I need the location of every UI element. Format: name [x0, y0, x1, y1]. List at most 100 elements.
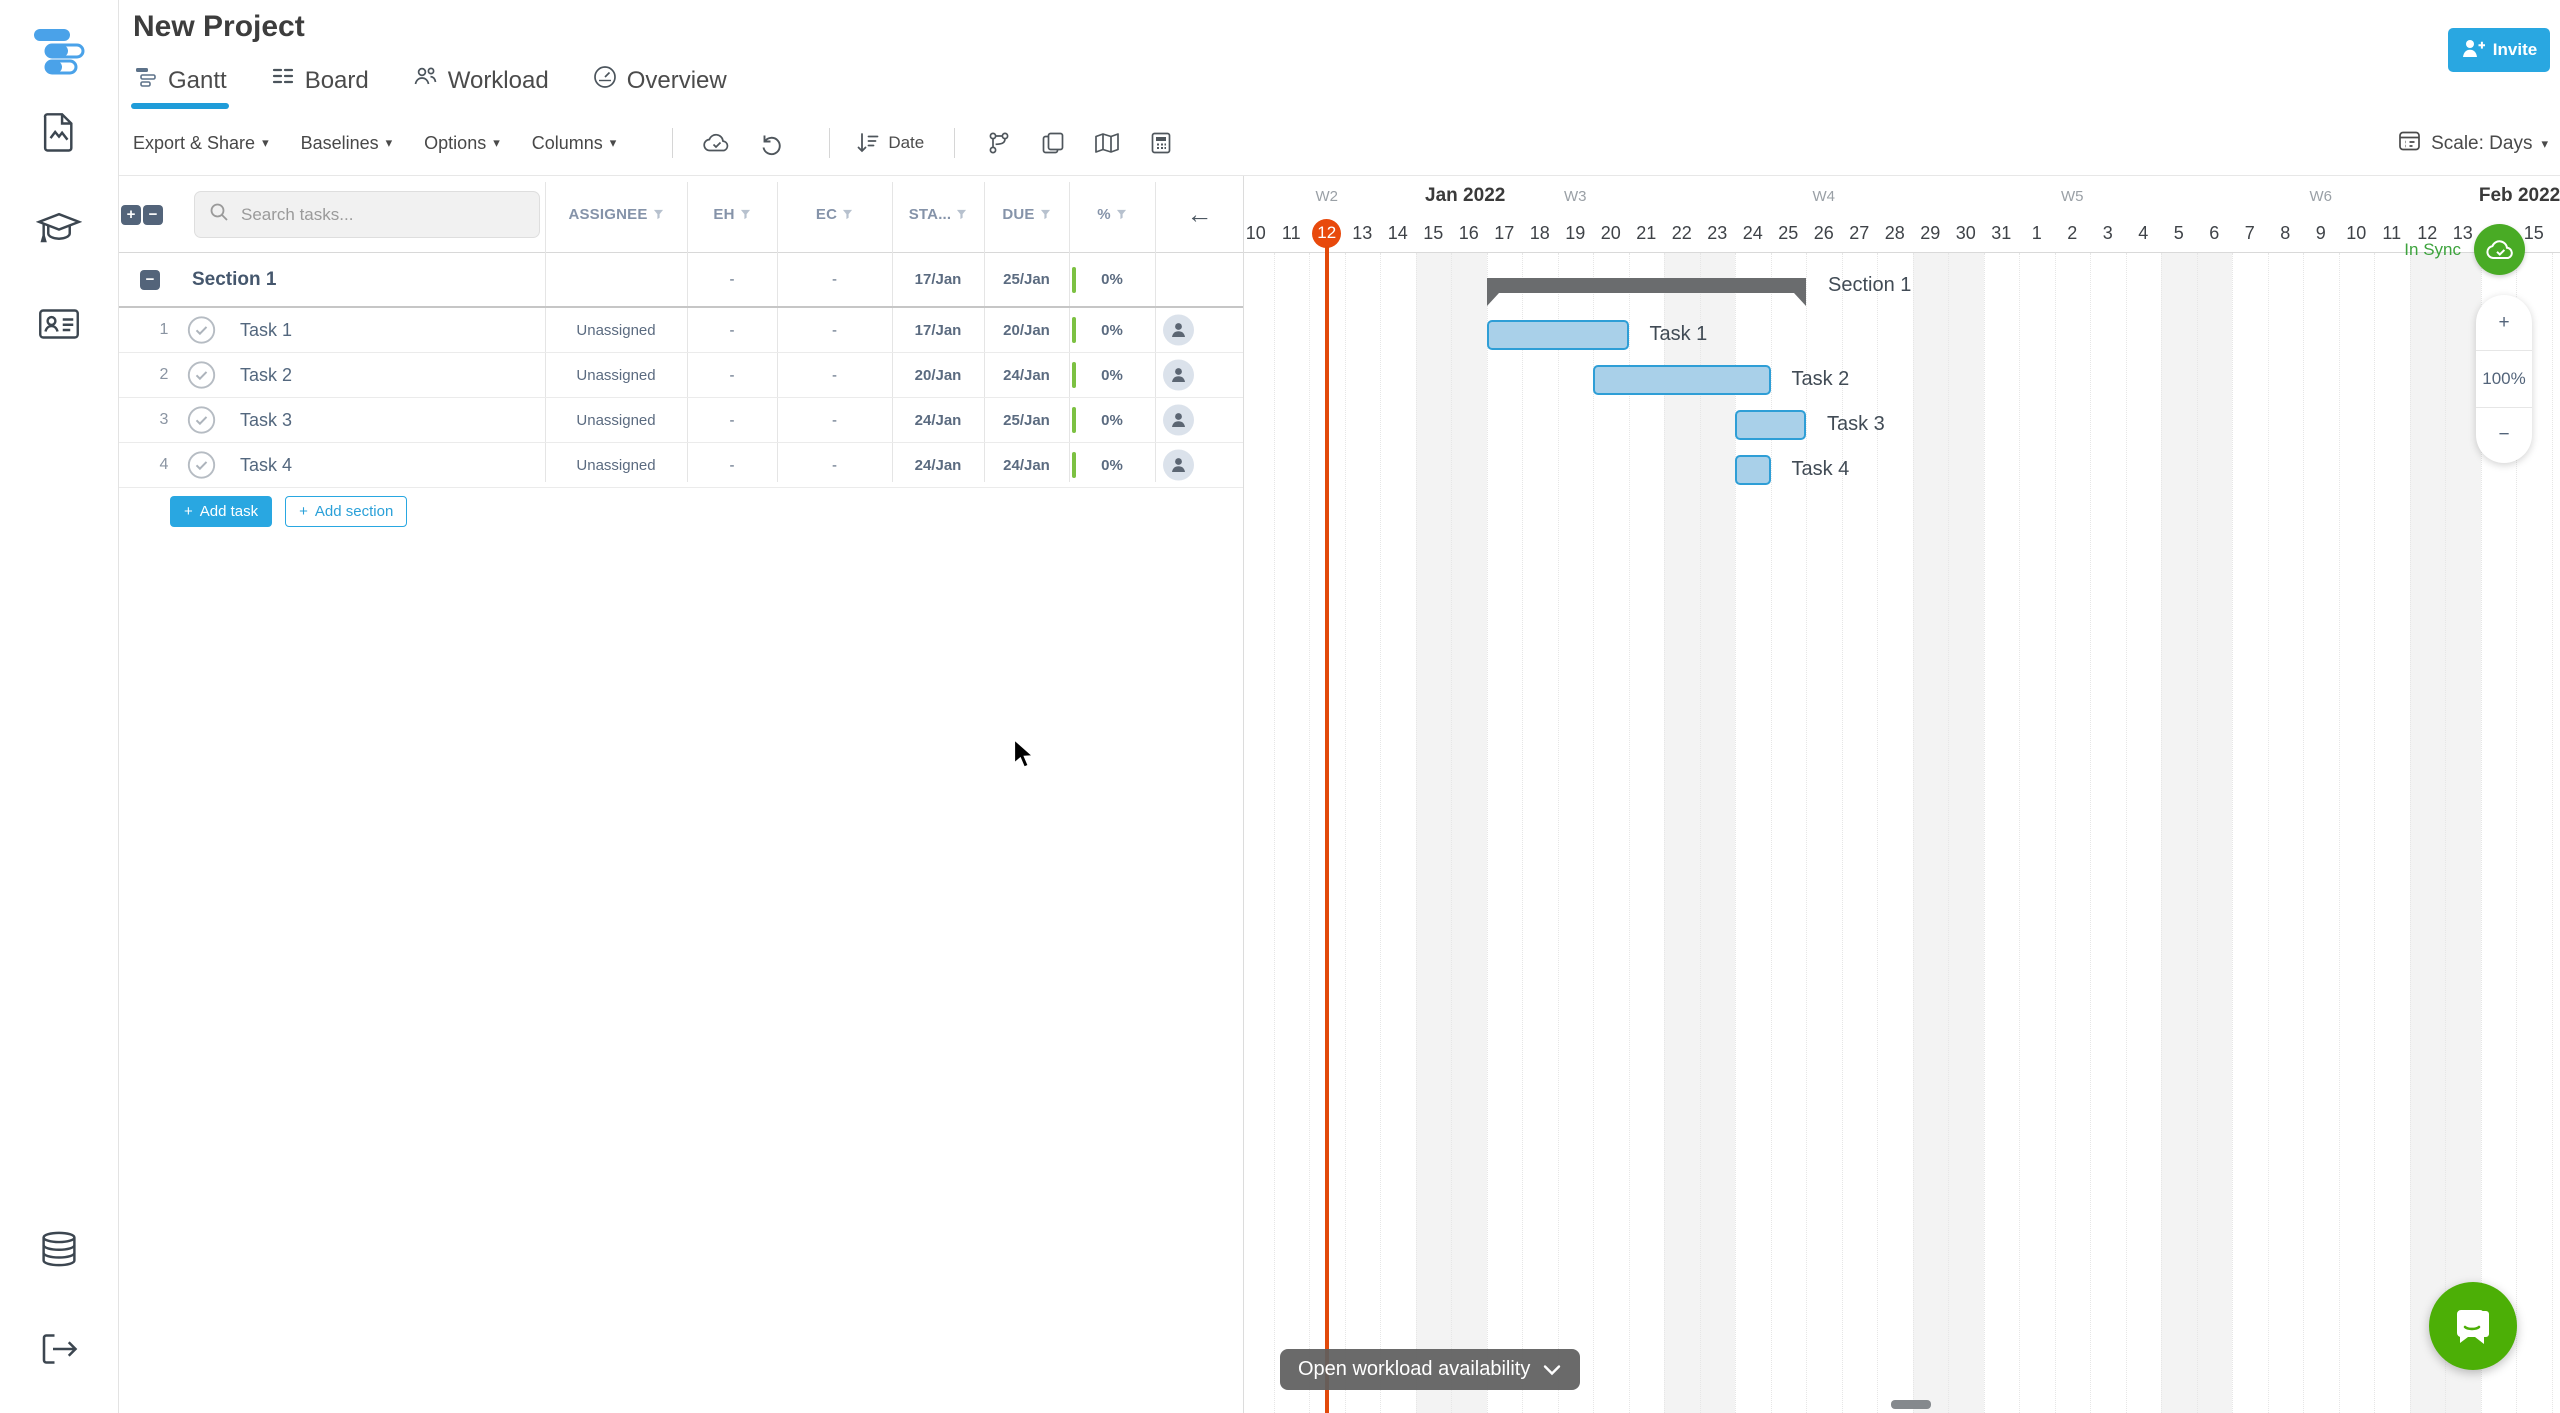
- task-due-date[interactable]: 24/Jan: [1003, 366, 1050, 384]
- undo-button[interactable]: [751, 125, 791, 161]
- task-eh[interactable]: -: [729, 321, 735, 339]
- day-label: 5: [2173, 222, 2184, 243]
- add-buttons: + Add task + Add section: [170, 496, 408, 527]
- horizontal-scrollbar-thumb[interactable]: [1891, 1400, 1931, 1409]
- task-ec[interactable]: -: [832, 411, 837, 429]
- task-name[interactable]: Task 1: [240, 319, 293, 340]
- assignee-avatar[interactable]: [1163, 404, 1194, 436]
- task-bar[interactable]: [1735, 410, 1806, 440]
- task-eh[interactable]: -: [729, 366, 735, 384]
- collapse-all-button[interactable]: −: [143, 205, 163, 225]
- column-header[interactable]: STA...: [892, 176, 984, 253]
- complete-task-icon[interactable]: [187, 361, 216, 390]
- day-gridline: [1877, 253, 1878, 1413]
- task-due-date[interactable]: 20/Jan: [1003, 321, 1050, 339]
- task-bar[interactable]: [1593, 365, 1771, 395]
- app-logo[interactable]: [32, 24, 86, 83]
- assignee-avatar[interactable]: [1163, 449, 1194, 481]
- zoom-level[interactable]: 100%: [2476, 350, 2532, 406]
- sort-by-date-button[interactable]: Date: [854, 130, 924, 156]
- day-label: 12: [2417, 222, 2438, 243]
- cloud-save-button[interactable]: [697, 125, 737, 161]
- database-icon[interactable]: [39, 1230, 79, 1273]
- task-bar[interactable]: [1735, 455, 1771, 485]
- add-task-button[interactable]: + Add task: [170, 496, 273, 527]
- task-name[interactable]: Task 2: [240, 364, 293, 385]
- logout-icon[interactable]: [38, 1330, 80, 1373]
- task-bar-label: Task 2: [1791, 368, 1850, 390]
- tab-overview[interactable]: Overview: [592, 64, 727, 107]
- task-assignee[interactable]: Unassigned: [576, 411, 656, 429]
- menu-export-share[interactable]: Export & Share ▾: [133, 133, 269, 154]
- assignee-avatar[interactable]: [1163, 359, 1194, 391]
- tab-workload[interactable]: Workload: [412, 64, 549, 107]
- contact-card-icon[interactable]: [38, 306, 80, 347]
- task-start-date[interactable]: 24/Jan: [914, 411, 962, 429]
- column-header[interactable]: ASSIGNEE: [545, 176, 687, 253]
- section-name[interactable]: Section 1: [192, 269, 277, 290]
- task-start-date[interactable]: 20/Jan: [914, 366, 962, 384]
- copy-button[interactable]: [1033, 125, 1073, 161]
- collapse-table-arrow[interactable]: ←: [1186, 199, 1213, 229]
- column-header[interactable]: %: [1069, 176, 1155, 253]
- section-row[interactable]: − Section 1 - - 17/Jan 25/Jan 0%: [119, 253, 1243, 308]
- task-assignee[interactable]: Unassigned: [576, 456, 656, 474]
- critical-path-button[interactable]: [979, 125, 1019, 161]
- task-name[interactable]: Task 3: [240, 409, 293, 430]
- task-assignee[interactable]: Unassigned: [576, 366, 656, 384]
- invite-button[interactable]: Invite: [2448, 28, 2550, 72]
- menu-options[interactable]: Options ▾: [424, 133, 500, 154]
- task-row[interactable]: 3 Task 3 Unassigned - - 24/Jan 25/Jan 0%: [119, 398, 1243, 443]
- scale-selector[interactable]: Scale: Days ▾: [2397, 128, 2548, 159]
- task-bar[interactable]: [1486, 320, 1629, 350]
- task-row[interactable]: 1 Task 1 Unassigned - - 17/Jan 20/Jan 0%: [119, 308, 1243, 353]
- task-progress[interactable]: 0%: [1101, 411, 1123, 429]
- search-input[interactable]: [239, 203, 525, 226]
- column-header[interactable]: DUE: [984, 176, 1069, 253]
- education-icon[interactable]: [35, 208, 83, 253]
- report-document-icon[interactable]: [40, 112, 78, 157]
- complete-task-icon[interactable]: [187, 406, 216, 435]
- chat-widget-button[interactable]: [2429, 1282, 2517, 1370]
- expand-all-button[interactable]: +: [121, 205, 141, 225]
- zoom-out-button[interactable]: −: [2476, 406, 2532, 463]
- task-ec[interactable]: -: [832, 321, 837, 339]
- task-start-date[interactable]: 17/Jan: [914, 321, 962, 339]
- sync-cloud-button[interactable]: [2474, 224, 2525, 275]
- open-workload-button[interactable]: Open workload availability: [1280, 1349, 1581, 1390]
- task-eh[interactable]: -: [729, 456, 735, 474]
- task-eh[interactable]: -: [729, 411, 735, 429]
- complete-task-icon[interactable]: [187, 451, 216, 480]
- add-section-button[interactable]: + Add section: [285, 496, 408, 527]
- tab-label: Workload: [447, 66, 549, 94]
- task-ec[interactable]: -: [832, 456, 837, 474]
- section-summary-bar[interactable]: [1486, 278, 1806, 306]
- day-gridline: [1628, 253, 1630, 1413]
- task-due-date[interactable]: 25/Jan: [1003, 411, 1050, 429]
- zoom-in-button[interactable]: +: [2498, 311, 2510, 333]
- menu-baselines[interactable]: Baselines ▾: [301, 133, 393, 154]
- tab-board[interactable]: Board: [270, 64, 369, 107]
- section-collapse-button[interactable]: −: [140, 270, 160, 290]
- column-header[interactable]: EC: [777, 176, 892, 253]
- assignee-avatar[interactable]: [1163, 314, 1194, 346]
- tab-gantt[interactable]: Gantt: [131, 64, 229, 109]
- task-progress[interactable]: 0%: [1101, 321, 1123, 339]
- day-label: 4: [2138, 222, 2149, 243]
- column-header[interactable]: EH: [687, 176, 777, 253]
- menu-columns[interactable]: Columns ▾: [532, 133, 617, 154]
- complete-task-icon[interactable]: [187, 316, 216, 345]
- task-assignee[interactable]: Unassigned: [576, 321, 656, 339]
- task-ec[interactable]: -: [832, 366, 837, 384]
- task-row[interactable]: 2 Task 2 Unassigned - - 20/Jan 24/Jan 0%: [119, 353, 1243, 398]
- grid-view-button[interactable]: [1141, 125, 1181, 161]
- task-name[interactable]: Task 4: [240, 454, 293, 475]
- map-button[interactable]: [1087, 125, 1127, 161]
- task-start-date[interactable]: 24/Jan: [914, 456, 962, 474]
- task-due-date[interactable]: 24/Jan: [1003, 456, 1050, 474]
- task-row[interactable]: 4 Task 4 Unassigned - - 24/Jan 24/Jan 0%: [119, 443, 1243, 488]
- task-progress[interactable]: 0%: [1101, 456, 1123, 474]
- day-label: 6: [2209, 222, 2220, 243]
- task-progress[interactable]: 0%: [1101, 366, 1123, 384]
- tab-label: Gantt: [168, 66, 227, 94]
